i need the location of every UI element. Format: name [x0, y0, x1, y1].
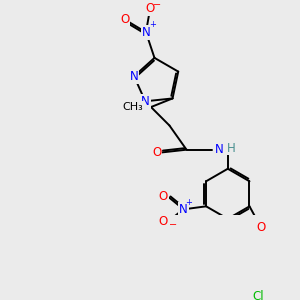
- Text: −: −: [169, 220, 177, 230]
- Text: +: +: [186, 198, 193, 207]
- Text: O: O: [146, 2, 155, 15]
- Text: Cl: Cl: [253, 290, 264, 300]
- Text: +: +: [149, 20, 156, 29]
- Text: N: N: [214, 143, 223, 156]
- Text: −: −: [153, 0, 161, 10]
- Text: N: N: [142, 26, 150, 39]
- Text: CH₃: CH₃: [122, 102, 143, 112]
- Text: H: H: [227, 142, 236, 155]
- Text: O: O: [120, 13, 129, 26]
- Text: O: O: [152, 146, 161, 159]
- Text: N: N: [141, 95, 150, 108]
- Text: O: O: [159, 190, 168, 203]
- Text: O: O: [256, 220, 266, 234]
- Text: N: N: [179, 203, 188, 216]
- Text: N: N: [130, 70, 139, 83]
- Text: O: O: [159, 215, 168, 229]
